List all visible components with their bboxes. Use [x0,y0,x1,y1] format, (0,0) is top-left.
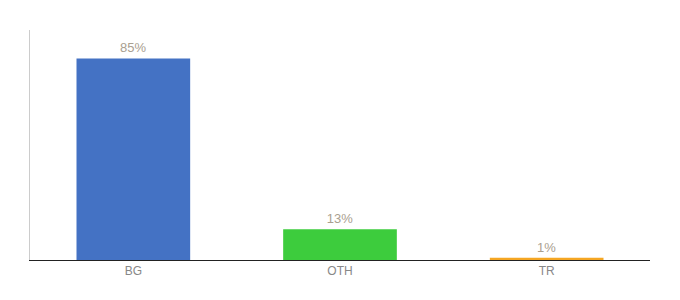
svg-text:13%: 13% [327,211,353,226]
svg-text:OTH: OTH [327,264,352,278]
svg-text:TR: TR [539,264,555,278]
svg-text:85%: 85% [120,40,146,55]
svg-text:1%: 1% [537,240,556,255]
svg-text:BG: BG [125,264,142,278]
